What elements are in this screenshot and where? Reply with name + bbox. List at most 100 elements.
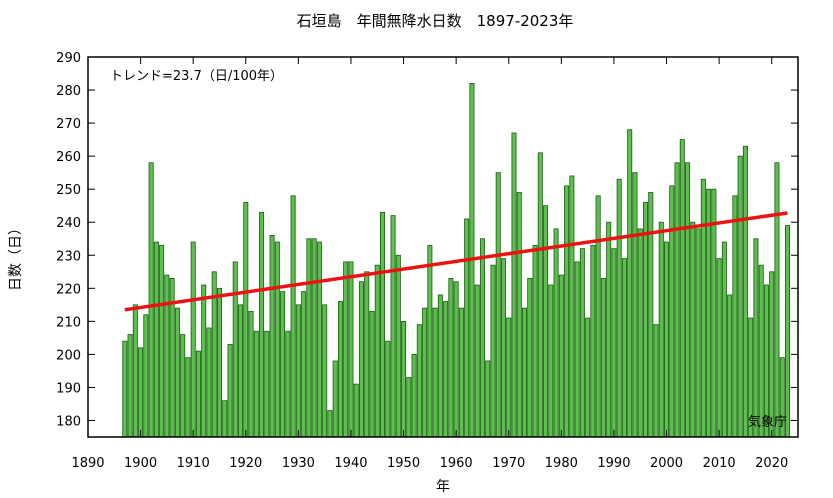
bar-1975 [532, 244, 538, 438]
bar-series [122, 83, 790, 438]
chart-title: 石垣島 年間無降水日数 1897-2023年 [297, 12, 574, 30]
y-tick-label: 230 [56, 249, 81, 264]
bar-1916 [222, 400, 228, 438]
bar-1949 [395, 254, 401, 438]
bar-1968 [495, 172, 501, 438]
bar-1950 [401, 320, 407, 438]
bar-2002 [674, 162, 680, 438]
bar-2009 [711, 188, 717, 438]
bar-1940 [348, 261, 354, 438]
bar-1988 [600, 277, 606, 438]
bar-1983 [574, 261, 580, 438]
bar-1990 [611, 248, 617, 438]
y-tick-label: 240 [56, 216, 81, 231]
bar-2010 [716, 258, 722, 438]
bar-1941 [353, 383, 359, 438]
bar-2017 [753, 238, 759, 438]
bar-1942 [358, 281, 364, 438]
bar-1936 [327, 410, 333, 438]
x-tick-label: 1940 [334, 456, 367, 471]
x-tick-label: 1910 [177, 456, 210, 471]
bar-1953 [416, 324, 422, 438]
bar-1912 [201, 284, 207, 438]
bar-1999 [658, 221, 664, 438]
bar-1902 [148, 162, 154, 438]
bar-1984 [579, 248, 585, 438]
bar-1919 [238, 304, 244, 438]
bar-1946 [380, 211, 386, 438]
bar-1928 [285, 330, 291, 438]
bar-1982 [569, 175, 575, 438]
bar-1915 [216, 287, 222, 438]
bar-1994 [632, 172, 638, 438]
bar-1943 [364, 271, 370, 438]
bar-2015 [742, 145, 748, 438]
y-tick-label: 220 [56, 282, 81, 297]
bar-1952 [411, 353, 417, 438]
bar-1907 [174, 307, 180, 438]
bar-1962 [464, 218, 470, 438]
bar-1969 [500, 258, 506, 438]
bar-1974 [527, 277, 533, 438]
bar-1930 [295, 304, 301, 438]
bar-1991 [616, 178, 622, 438]
bar-2007 [700, 178, 706, 438]
bar-1903 [153, 241, 159, 438]
bar-1927 [280, 291, 286, 438]
bar-1981 [564, 185, 570, 438]
bar-1961 [458, 307, 464, 438]
trend-annotation: トレンド=23.7（日/100年） [110, 69, 283, 84]
bar-1925 [269, 235, 275, 438]
bar-1956 [432, 307, 438, 438]
bar-1993 [627, 129, 633, 438]
bar-1926 [274, 241, 280, 438]
y-tick-label: 200 [56, 348, 81, 363]
y-tick-label: 180 [56, 414, 81, 429]
bar-1964 [474, 284, 480, 438]
x-tick-label: 2000 [650, 456, 683, 471]
y-tick-label: 280 [56, 84, 81, 99]
y-axis-label: 日数（日） [8, 221, 24, 291]
bar-1992 [621, 258, 627, 438]
bar-1995 [637, 228, 643, 438]
bar-1921 [248, 311, 254, 438]
bar-1972 [516, 192, 522, 438]
bar-1908 [180, 334, 186, 438]
bar-1998 [653, 324, 659, 438]
plot-frame [87, 56, 799, 438]
bar-1971 [511, 132, 517, 438]
bar-1967 [490, 264, 496, 438]
bar-1954 [422, 307, 428, 438]
bar-1913 [206, 327, 212, 438]
x-tick-label: 1980 [545, 456, 578, 471]
y-tick-label: 190 [56, 381, 81, 396]
bar-1944 [369, 311, 375, 438]
bar-1933 [311, 238, 317, 438]
x-tick-label: 1950 [387, 456, 420, 471]
y-tick-label: 260 [56, 150, 81, 165]
bar-1920 [243, 201, 249, 438]
bar-1947 [385, 340, 391, 438]
bar-1959 [448, 277, 454, 438]
bar-1997 [648, 192, 654, 438]
y-tick-label: 250 [56, 183, 81, 198]
bar-2012 [727, 294, 733, 438]
bar-1985 [585, 317, 591, 438]
x-tick-label: 1990 [597, 456, 630, 471]
bar-1986 [590, 244, 596, 438]
bar-1996 [642, 201, 648, 438]
bar-1932 [306, 238, 312, 438]
bar-2023 [784, 225, 790, 438]
bar-1938 [337, 301, 343, 438]
bar-1979 [553, 228, 559, 438]
bar-2004 [685, 162, 691, 438]
bar-1922 [253, 330, 259, 438]
bar-1973 [522, 307, 528, 438]
bar-2014 [737, 155, 743, 438]
bar-1955 [427, 244, 433, 438]
y-tick-label: 210 [56, 315, 81, 330]
x-tick-label: 2010 [703, 456, 736, 471]
bar-1965 [479, 238, 485, 438]
bar-2005 [690, 221, 696, 438]
